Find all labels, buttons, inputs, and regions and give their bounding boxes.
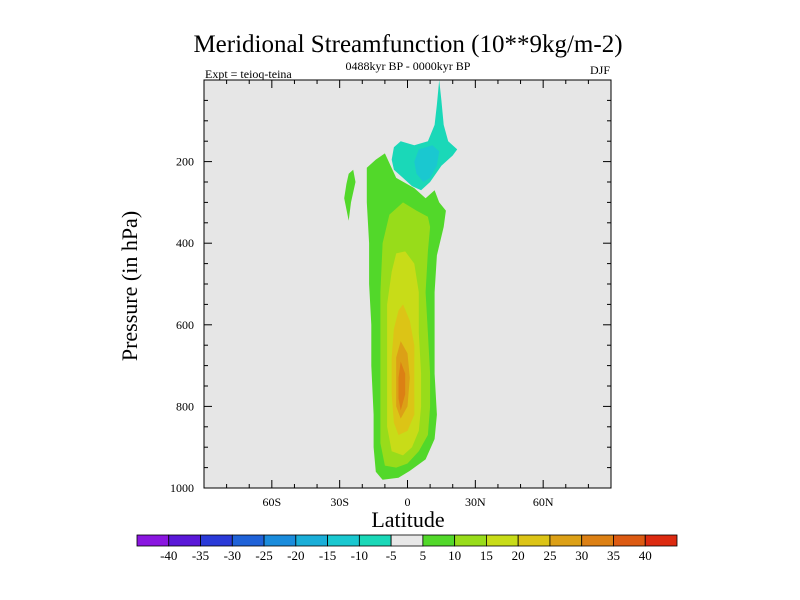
x-tick-label: 0 — [405, 495, 411, 509]
contour-region — [398, 361, 406, 411]
colorbar-swatch — [390, 534, 424, 547]
colorbar-swatch — [613, 534, 646, 547]
colorbar-label: -30 — [224, 548, 241, 563]
colorbar-label: -20 — [287, 548, 304, 563]
colorbar-label: -5 — [386, 548, 397, 563]
colorbar-label: 35 — [607, 548, 620, 563]
colorbar-swatch — [168, 534, 201, 547]
colorbar-swatch — [486, 534, 519, 547]
colorbar-swatch — [136, 534, 170, 547]
x-tick-label: 30N — [465, 495, 486, 509]
x-tick-label: 60N — [533, 495, 554, 509]
contour-region — [344, 169, 356, 221]
contour-region — [414, 145, 440, 182]
y-tick-label: 600 — [176, 318, 194, 332]
x-tick-label: 30S — [330, 495, 349, 509]
season-label: DJF — [590, 63, 610, 77]
colorbar-label: 15 — [480, 548, 493, 563]
axis-ticks: 60S 30S 0 30N 60N 200 400 600 800 1000 — [170, 80, 611, 509]
colorbar-label: 5 — [420, 548, 427, 563]
colorbar-label: -40 — [160, 548, 177, 563]
colorbar-swatch — [295, 534, 328, 547]
y-tick-label: 200 — [176, 155, 194, 169]
colorbar-label: 40 — [639, 548, 652, 563]
colorbar-label: -15 — [319, 548, 336, 563]
colorbar: -40 -35 -30 -25 -20 -15 -10 -5 5 10 15 20 25 30 35 40 — [136, 534, 678, 563]
y-tick-label: 800 — [176, 399, 194, 413]
colorbar-label: 30 — [575, 548, 588, 563]
colorbar-swatch — [644, 534, 678, 547]
y-axis-label: Pressure (in hPa) — [117, 211, 142, 361]
colorbar-swatch — [231, 534, 265, 547]
colorbar-label: 25 — [543, 548, 556, 563]
colorbar-swatch — [200, 534, 233, 547]
colorbar-swatch — [549, 534, 583, 547]
chart-title: Meridional Streamfunction (10**9kg/m-2) — [193, 31, 622, 58]
contour-regions — [344, 80, 458, 480]
colorbar-swatch — [581, 534, 614, 547]
colorbar-swatch — [358, 534, 392, 547]
colorbar-label: 20 — [512, 548, 525, 563]
colorbar-label: -35 — [192, 548, 209, 563]
experiment-label: Expt = teioq-teina — [205, 67, 292, 81]
colorbar-swatch — [263, 534, 297, 547]
colorbar-label: -10 — [351, 548, 368, 563]
colorbar-swatch — [422, 534, 456, 547]
colorbar-swatch — [517, 534, 551, 547]
colorbar-swatch — [327, 534, 360, 547]
chart-subtitle: 0488kyr BP - 0000kyr BP — [346, 59, 471, 73]
colorbar-label: 10 — [448, 548, 461, 563]
contour-region — [391, 80, 458, 191]
x-axis-label: Latitude — [371, 507, 444, 532]
y-tick-label: 1000 — [170, 481, 194, 495]
colorbar-label: -25 — [255, 548, 272, 563]
y-tick-label: 400 — [176, 236, 194, 250]
x-tick-label: 60S — [262, 495, 281, 509]
colorbar-swatch — [454, 534, 487, 547]
